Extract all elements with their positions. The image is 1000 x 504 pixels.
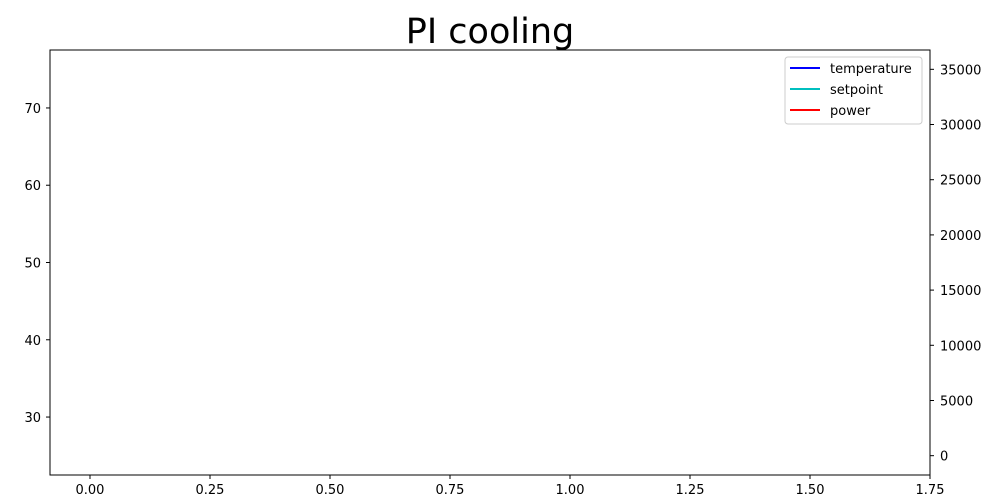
y-axis-left: 30 40 50 60 70 [24, 102, 50, 426]
y2-tick-label: 20000 [940, 229, 981, 244]
x-tick-label: 1.75 [916, 483, 945, 498]
x-tick-label: 0.50 [316, 483, 345, 498]
legend-label: temperature [830, 62, 912, 77]
legend-label: setpoint [830, 83, 883, 98]
y-tick-label: 40 [24, 334, 41, 349]
y-tick-label: 60 [24, 179, 41, 194]
x-tick-label: 0.25 [196, 483, 225, 498]
x-tick-label: 1.00 [556, 483, 585, 498]
y2-tick-label: 25000 [940, 174, 981, 189]
legend-box [784, 56, 923, 125]
y2-tick-label: 0 [940, 450, 948, 465]
y2-tick-label: 10000 [940, 339, 981, 354]
y2-tick-label: 5000 [940, 394, 973, 409]
y2-tick-label: 30000 [940, 119, 981, 134]
y-tick-label: 50 [24, 257, 41, 272]
y-axis-right: 0 5000 10000 15000 20000 25000 30000 35000 [930, 63, 981, 465]
y2-tick-label: 35000 [940, 63, 981, 78]
x-tick-label: 1.50 [796, 483, 825, 498]
legend: temperature setpoint power [784, 56, 923, 125]
y-tick-label: 30 [24, 411, 41, 426]
x-tick-label: 0.75 [436, 483, 465, 498]
y-tick-label: 70 [24, 102, 41, 117]
x-tick-label: 0.00 [76, 483, 105, 498]
chart-title: PI cooling [406, 12, 574, 52]
legend-label: power [830, 104, 871, 119]
x-tick-label: 1.25 [676, 483, 705, 498]
y2-tick-label: 15000 [940, 284, 981, 299]
x-axis: 0.00 0.25 0.50 0.75 1.00 1.25 1.50 1.75 [76, 475, 945, 498]
